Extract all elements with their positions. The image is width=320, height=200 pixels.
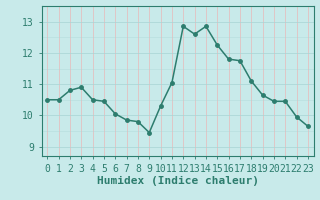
X-axis label: Humidex (Indice chaleur): Humidex (Indice chaleur) — [97, 176, 259, 186]
